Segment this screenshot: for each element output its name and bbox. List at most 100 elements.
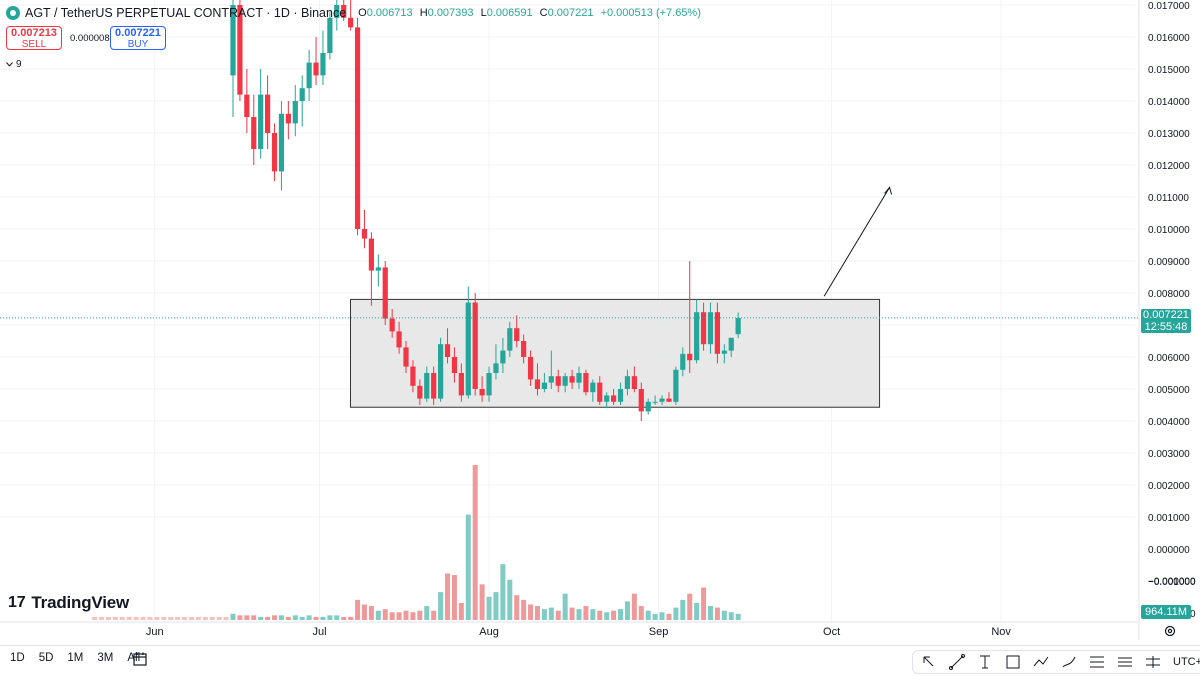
volume-bar bbox=[666, 613, 672, 620]
volume-bar bbox=[133, 617, 139, 620]
candle-body bbox=[507, 328, 513, 351]
volume-bar bbox=[313, 616, 319, 620]
countdown-value: 12:55:48 bbox=[1144, 321, 1188, 333]
price-tick-label: 0.002000 bbox=[1148, 481, 1190, 492]
volume-bar bbox=[202, 617, 208, 620]
candle-body bbox=[707, 312, 714, 345]
brush-icon[interactable] bbox=[1059, 652, 1079, 672]
candle-body bbox=[230, 5, 236, 76]
candle-body bbox=[597, 382, 603, 402]
candle-body bbox=[735, 317, 741, 335]
close-label: C bbox=[539, 7, 548, 19]
candle-body bbox=[258, 94, 264, 149]
candle-body bbox=[555, 376, 561, 386]
rectangle-icon[interactable] bbox=[1003, 652, 1023, 672]
volume-bar bbox=[99, 617, 105, 620]
range-1d[interactable]: 1D bbox=[10, 652, 25, 664]
candle-body bbox=[292, 101, 298, 124]
sell-button[interactable]: 0.007213 SELL bbox=[6, 26, 62, 50]
last-price-tag: 0.007221 12:55:48 bbox=[1141, 309, 1191, 333]
spread-value: 0.000008 bbox=[70, 33, 110, 44]
buy-button[interactable]: 0.007221 BUY bbox=[110, 26, 166, 50]
volume-bar bbox=[195, 617, 201, 620]
candle-body bbox=[548, 376, 554, 383]
text-icon[interactable] bbox=[975, 652, 995, 672]
candle-body bbox=[278, 113, 285, 172]
volume-bar bbox=[707, 606, 713, 620]
measure-icon[interactable] bbox=[1115, 652, 1135, 672]
volume-bar bbox=[472, 465, 478, 620]
candle-body bbox=[721, 350, 727, 354]
volume-bar bbox=[714, 607, 720, 620]
volume-bar bbox=[680, 599, 686, 620]
sell-label: SELL bbox=[21, 39, 47, 50]
candle-body bbox=[368, 238, 374, 271]
sell-price: 0.007213 bbox=[11, 27, 57, 39]
volume-bar bbox=[92, 617, 98, 620]
volume-bar bbox=[528, 604, 534, 620]
settings-gear-icon[interactable] bbox=[1163, 624, 1177, 638]
candle-body bbox=[652, 401, 658, 403]
volume-bar bbox=[659, 612, 665, 620]
arrow-line bbox=[823, 187, 890, 297]
volume-bar bbox=[728, 612, 734, 620]
path-icon[interactable] bbox=[1031, 652, 1051, 672]
time-tick-label: Jun bbox=[146, 626, 164, 638]
volume-bar bbox=[341, 616, 347, 620]
arrow-head bbox=[884, 186, 893, 195]
volume-bar bbox=[403, 610, 409, 620]
range-3m[interactable]: 3M bbox=[97, 652, 114, 664]
calendar-icon[interactable] bbox=[132, 651, 148, 667]
candle-body bbox=[562, 376, 568, 386]
candle-body bbox=[486, 373, 492, 396]
projection-arrow[interactable] bbox=[823, 186, 893, 297]
candle-body bbox=[472, 302, 478, 389]
volume-bar bbox=[299, 616, 305, 620]
cursor-icon[interactable] bbox=[919, 652, 939, 672]
volume-bar bbox=[631, 593, 637, 620]
volume-bar bbox=[278, 615, 284, 620]
volume-bar bbox=[327, 615, 333, 620]
price-tick-label: 0.001000 bbox=[1148, 513, 1190, 524]
range-1m[interactable]: 1M bbox=[67, 652, 84, 664]
volume-bar bbox=[147, 617, 153, 620]
volume-bar bbox=[251, 615, 257, 620]
volume-bar bbox=[306, 615, 312, 620]
candle-body bbox=[375, 267, 381, 271]
price-tick-label: −0.000000 bbox=[1148, 576, 1196, 587]
candle-body bbox=[521, 341, 527, 357]
high-value: 0.007393 bbox=[427, 7, 474, 19]
candle-body bbox=[638, 389, 644, 412]
volume-bar bbox=[417, 610, 423, 620]
volume-bar bbox=[548, 607, 554, 620]
fib-icon[interactable] bbox=[1087, 652, 1107, 672]
volume-bar bbox=[569, 607, 575, 620]
candle-body bbox=[251, 117, 257, 149]
volume-bar bbox=[541, 609, 547, 620]
range-5d[interactable]: 5D bbox=[38, 652, 54, 664]
volume-bars bbox=[92, 465, 741, 620]
long-position-icon[interactable] bbox=[1143, 652, 1163, 672]
volume-bar bbox=[555, 610, 561, 620]
volume-bar bbox=[514, 595, 520, 620]
trend-line-icon[interactable] bbox=[947, 652, 967, 672]
candle-body bbox=[285, 113, 291, 124]
tradingview-logo[interactable]: 17 TradingView bbox=[8, 593, 129, 613]
range-box[interactable] bbox=[349, 298, 881, 408]
time-tick-label: Aug bbox=[479, 626, 499, 638]
symbol-title[interactable]: AGT / TetherUS PERPETUAL CONTRACT · 1D ·… bbox=[25, 6, 347, 20]
volume-bar bbox=[486, 596, 492, 620]
candle-body bbox=[237, 5, 243, 95]
range-selector: 1D 5D 1M 3M All bbox=[10, 652, 140, 664]
time-axis[interactable]: Jun Jul Aug Sep Oct Nov bbox=[0, 621, 1139, 638]
candles bbox=[230, 0, 741, 421]
volume-bar bbox=[375, 610, 381, 620]
indicator-toggle[interactable]: 9 bbox=[6, 57, 30, 71]
bottom-toolbar: 1D 5D 1M 3M All UTC+6 bbox=[0, 645, 1200, 676]
volume-bar bbox=[458, 602, 464, 620]
candle-body bbox=[320, 53, 326, 76]
volume-bar bbox=[611, 610, 617, 620]
timezone-label[interactable]: UTC+6 bbox=[1173, 656, 1200, 668]
volume-bar bbox=[161, 617, 167, 620]
